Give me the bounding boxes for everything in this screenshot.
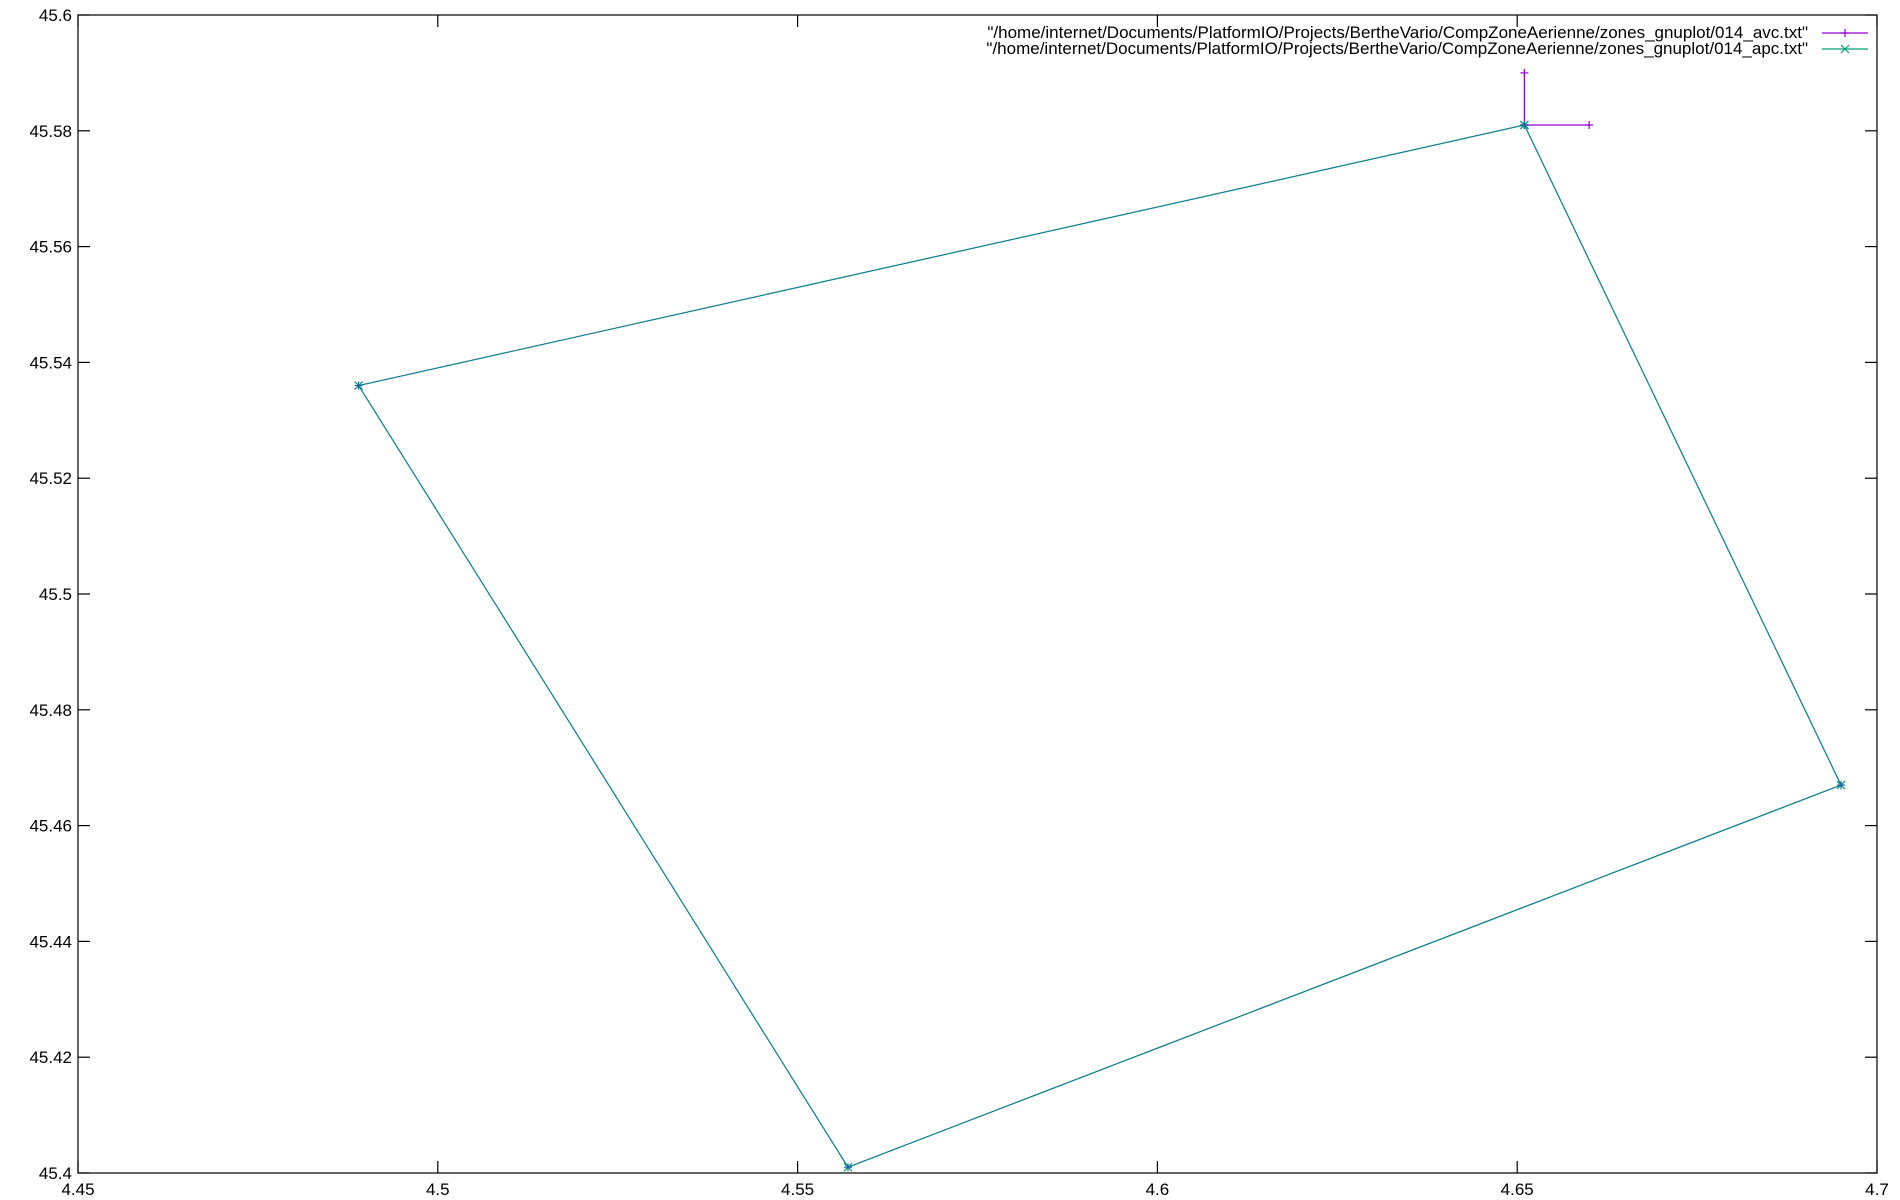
- plus-marker: [1520, 68, 1529, 77]
- plus-marker: [1841, 29, 1849, 37]
- y-tick-label: 45.46: [29, 817, 72, 836]
- axes: 4.45 4.5 4.55 4.6 4.65 4.7 45.4 45.42 45.44 45.46…: [29, 6, 1888, 1199]
- plus-marker: [1585, 121, 1594, 130]
- y-tick-label: 45.6: [39, 6, 72, 25]
- legend-label: "/home/internet/Documents/PlatformIO/Pro…: [986, 39, 1808, 58]
- series-overlay: [354, 121, 1846, 1172]
- plus-marker: [1837, 781, 1846, 790]
- x-tick-label: 4.65: [1501, 1180, 1534, 1199]
- x-marker: [1840, 44, 1850, 54]
- y-tick-label: 45.52: [29, 469, 72, 488]
- y-tick-label: 45.4: [39, 1164, 72, 1183]
- y-tick-label: 45.42: [29, 1048, 72, 1067]
- y-tick-label: 45.5: [39, 585, 72, 604]
- y-tick-label: 45.44: [29, 932, 72, 951]
- legend-label: "/home/internet/Documents/PlatformIO/Pro…: [987, 23, 1808, 42]
- plus-marker: [354, 381, 363, 390]
- plot-frame: [77, 14, 1878, 1174]
- x-tick-label: 4.5: [426, 1180, 450, 1199]
- y-tick-label: 45.54: [29, 353, 72, 372]
- y-tick-label: 45.58: [29, 122, 72, 141]
- y-tick-label: 45.48: [29, 701, 72, 720]
- series-overlay-line: [357, 124, 1842, 1168]
- x-tick-label: 4.7: [1865, 1180, 1889, 1199]
- x-tick-label: 4.45: [61, 1180, 94, 1199]
- series-1: [1520, 68, 1594, 130]
- series-2: [354, 120, 1846, 1172]
- series-layer: [354, 68, 1846, 1172]
- y-tick-label: 45.56: [29, 238, 72, 257]
- x-tick-label: 4.6: [1146, 1180, 1170, 1199]
- plus-marker: [1520, 121, 1529, 130]
- legend: "/home/internet/Documents/PlatformIO/Pro…: [986, 23, 1868, 58]
- plus-marker: [843, 1163, 852, 1172]
- x-tick-label: 4.55: [781, 1180, 814, 1199]
- series-line: [357, 124, 1842, 1168]
